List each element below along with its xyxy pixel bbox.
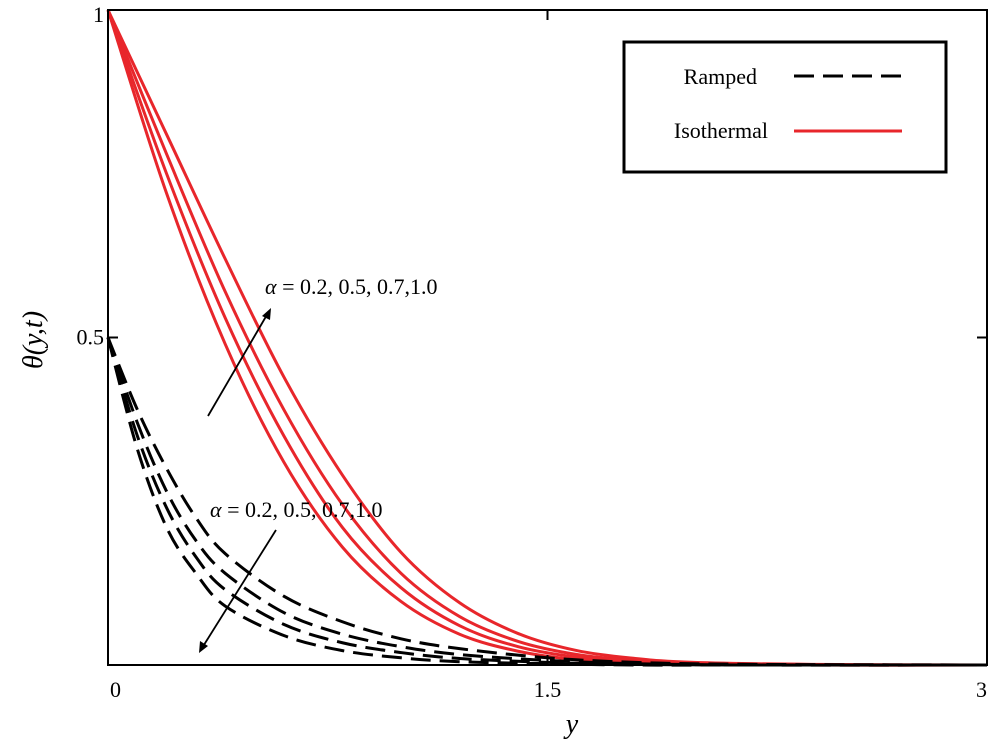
annotation-arrow-ramped	[201, 529, 277, 649]
alpha-values: = 0.2, 0.5, 0.7,1.0	[277, 274, 438, 299]
y-axis-title: θ(y,t)	[18, 311, 49, 369]
alpha-values: = 0.2, 0.5, 0.7,1.0	[222, 497, 383, 522]
x-tick-label: 1.5	[534, 677, 562, 702]
y-tick-label: 1	[93, 2, 104, 27]
annotation-arrow-isothermal	[207, 312, 269, 417]
x-axis-title: y	[563, 709, 579, 740]
x-tick-label: 0	[110, 677, 121, 702]
series-line-ramped-4	[106, 337, 987, 667]
alpha-symbol: α	[210, 497, 222, 522]
x-tick-label: 3	[976, 677, 987, 702]
legend-label-ramped: Ramped	[684, 64, 757, 89]
series-line-ramped-7	[106, 336, 988, 667]
annotation-isothermal: α = 0.2, 0.5, 0.7,1.0	[207, 274, 437, 417]
alpha-annotation-ramped: α = 0.2, 0.5, 0.7,1.0	[210, 497, 382, 522]
legend: Ramped Isothermal	[622, 40, 948, 174]
annotation-arrowhead-ramped	[199, 641, 208, 653]
annotation-ramped: α = 0.2, 0.5, 0.7,1.0	[199, 497, 382, 653]
legend-label-isothermal: Isothermal	[674, 118, 768, 143]
series-layer	[106, 9, 988, 667]
alpha-symbol: α	[265, 274, 277, 299]
tick-layer: 0 1.5 3 0.5 1	[77, 2, 988, 702]
legend-box	[622, 40, 948, 174]
y-tick-label: 0.5	[77, 325, 105, 350]
alpha-annotation-isothermal: α = 0.2, 0.5, 0.7,1.0	[265, 274, 437, 299]
annotation-arrowhead-isothermal	[262, 308, 271, 320]
